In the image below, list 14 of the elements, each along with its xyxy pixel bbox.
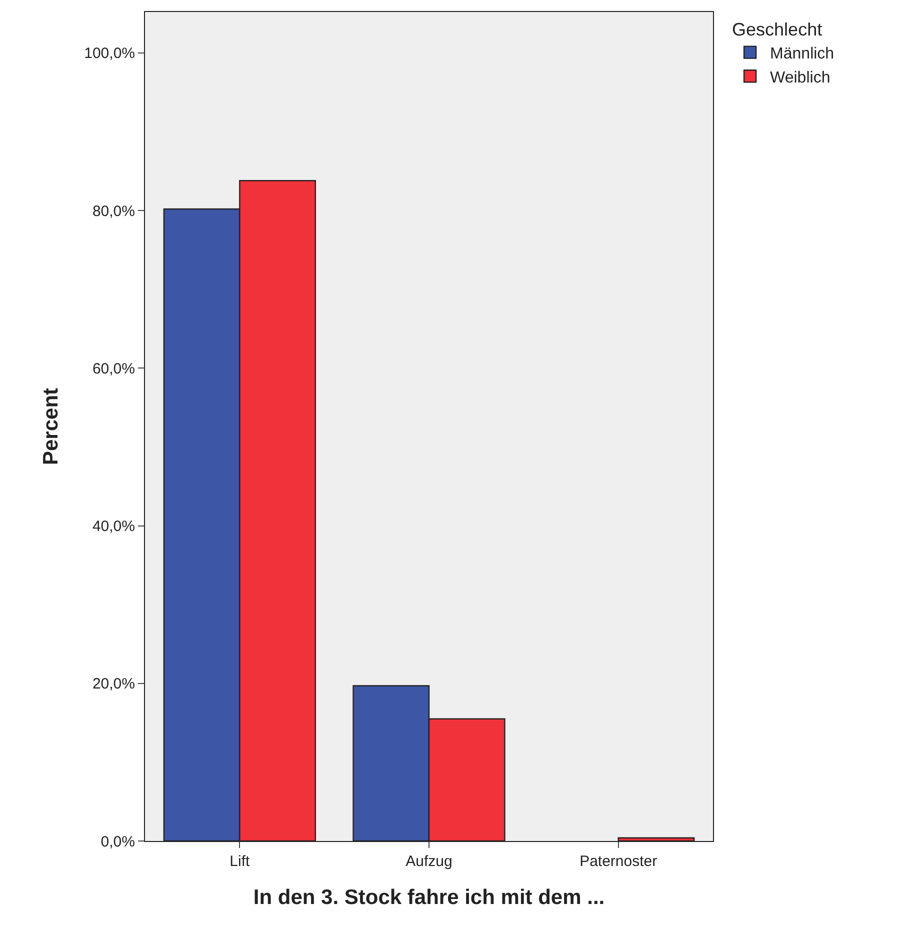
legend-title: Geschlecht xyxy=(732,19,822,40)
y-tick-label: 40,0% xyxy=(92,518,135,536)
y-tick-label: 0,0% xyxy=(100,833,135,850)
y-axis-title: Percent xyxy=(39,388,62,466)
y-tick-label: 100,0% xyxy=(84,45,135,62)
x-tick-label: Lift xyxy=(230,853,251,870)
x-tick-label: Aufzug xyxy=(406,853,452,870)
y-tick-label: 80,0% xyxy=(92,202,135,220)
y-tick-label: 60,0% xyxy=(92,360,135,378)
legend-label: Weiblich xyxy=(770,69,830,86)
x-axis-title: In den 3. Stock fahre ich mit dem ... xyxy=(253,886,605,910)
x-tick-label: Paternoster xyxy=(580,853,658,870)
y-tick-label: 20,0% xyxy=(92,676,135,693)
legend-label: Männlich xyxy=(770,46,834,63)
